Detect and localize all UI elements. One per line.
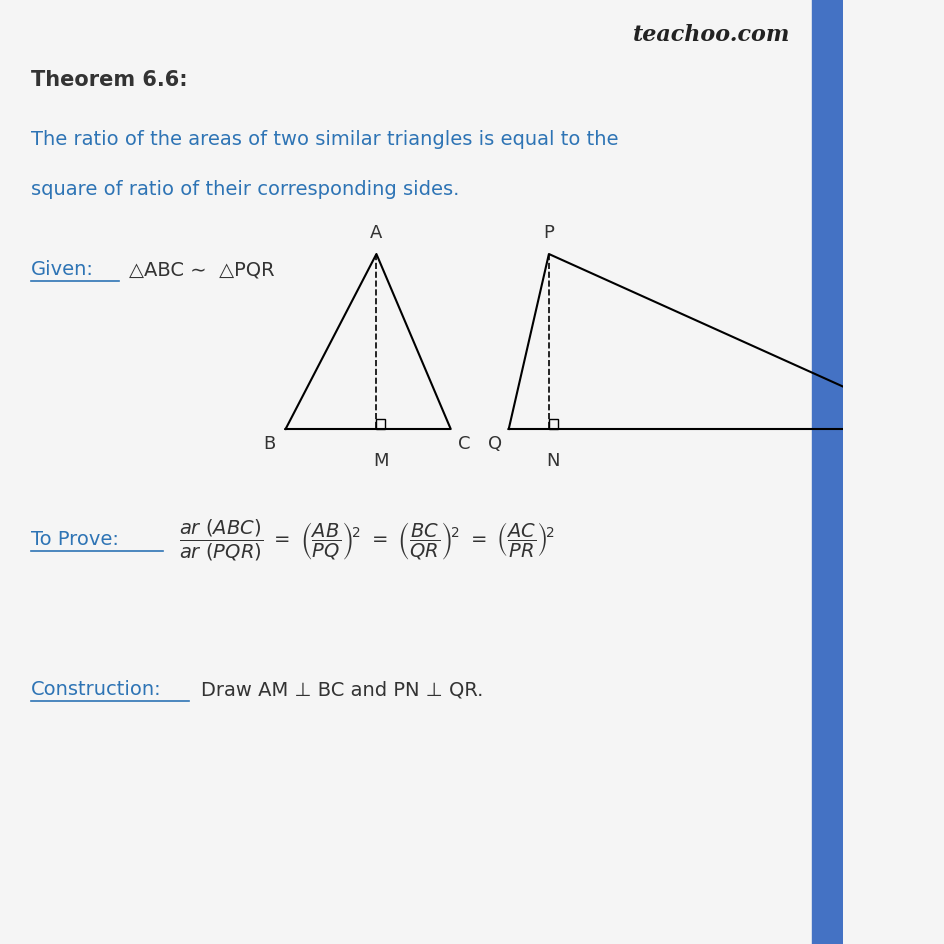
Bar [548, 419, 557, 430]
Text: P: P [543, 224, 554, 242]
Text: B: B [263, 434, 276, 452]
Bar [811, 0, 843, 944]
Text: $\dfrac{ar\ (ABC)}{ar\ (PQR)}\ =\ \left(\dfrac{AB}{PQ}\right)^{\!2}\ =\ \left(\d: $\dfrac{ar\ (ABC)}{ar\ (PQR)}\ =\ \left(… [178, 517, 554, 562]
Bar [376, 419, 385, 430]
Text: Theorem 6.6:: Theorem 6.6: [31, 70, 188, 90]
Text: A: A [370, 224, 382, 242]
Text: C: C [458, 434, 470, 452]
Text: Given:: Given: [31, 261, 94, 279]
Text: Construction:: Construction: [31, 680, 161, 699]
Text: △ABC ∼  △PQR: △ABC ∼ △PQR [129, 261, 275, 279]
Text: Q: Q [488, 434, 502, 452]
Text: Draw AM ⊥ BC and PN ⊥ QR.: Draw AM ⊥ BC and PN ⊥ QR. [201, 680, 482, 699]
Text: square of ratio of their corresponding sides.: square of ratio of their corresponding s… [31, 180, 459, 199]
Text: The ratio of the areas of two similar triangles is equal to the: The ratio of the areas of two similar tr… [31, 130, 618, 149]
Text: teachoo.com: teachoo.com [632, 24, 789, 46]
Text: M: M [373, 451, 388, 469]
Text: N: N [546, 451, 560, 469]
Text: To Prove:: To Prove: [31, 530, 119, 548]
